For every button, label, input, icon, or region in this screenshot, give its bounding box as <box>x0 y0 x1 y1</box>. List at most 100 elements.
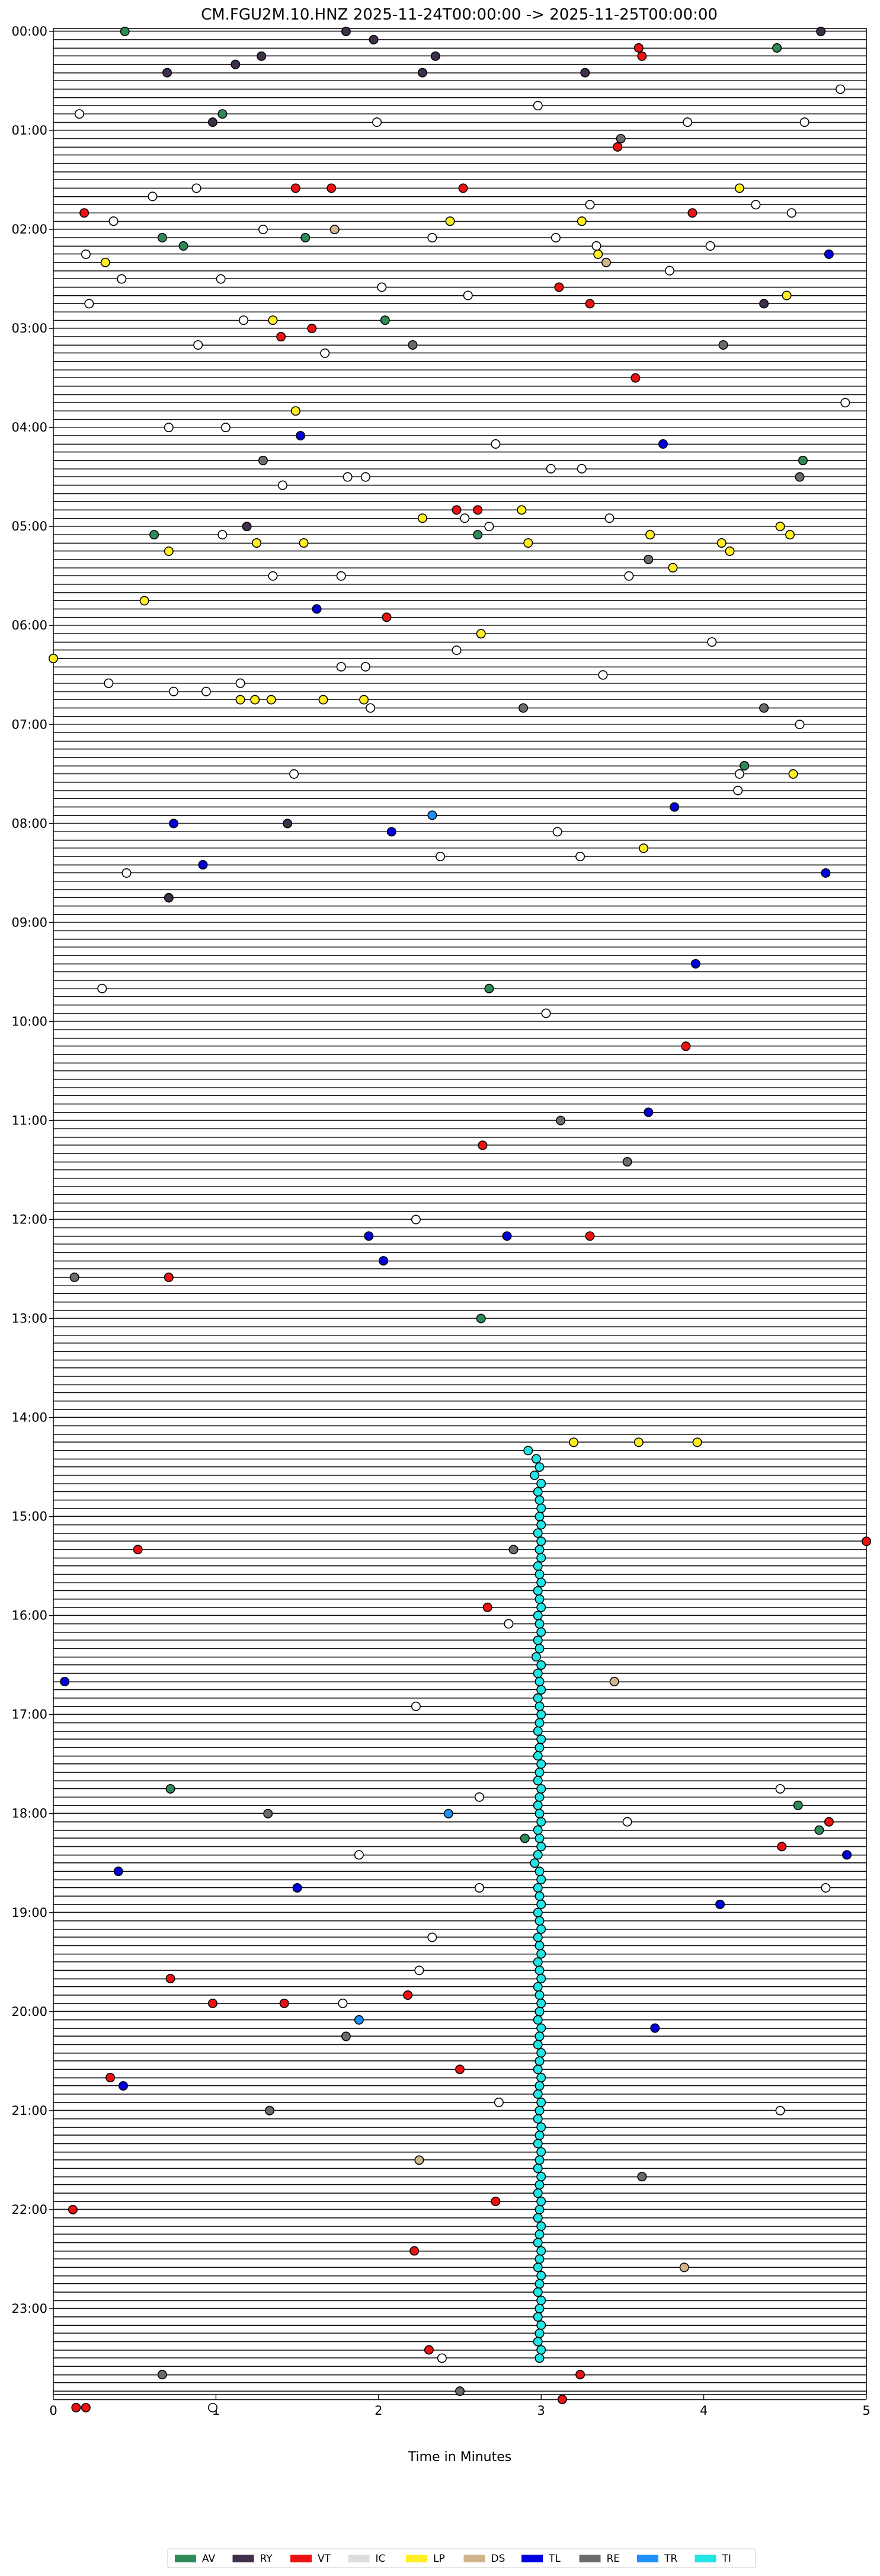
event-marker-ic <box>683 117 693 127</box>
event-marker-lp <box>266 695 276 705</box>
event-marker-ti <box>536 1553 546 1563</box>
event-marker-ti <box>536 1842 546 1852</box>
event-marker-ti <box>536 1685 546 1695</box>
event-marker-ti <box>535 1768 545 1778</box>
event-marker-ds <box>609 1677 619 1687</box>
event-marker-ti <box>535 2006 545 2016</box>
event-marker-ic <box>664 266 674 276</box>
event-marker-ry <box>231 59 241 69</box>
event-marker-re <box>69 1272 79 1282</box>
event-marker-re <box>508 1545 519 1555</box>
y-tick-label: 16:00 <box>11 1609 47 1623</box>
event-marker-lp <box>476 629 486 639</box>
event-marker-ry <box>257 51 267 61</box>
event-marker-ti <box>533 2163 543 2174</box>
event-marker-ti <box>536 1503 546 1513</box>
event-marker-ti <box>535 2031 545 2041</box>
event-marker-ti <box>533 1850 543 1860</box>
event-marker-vt <box>290 183 300 193</box>
y-tick-label: 04:00 <box>11 420 47 434</box>
event-marker-re <box>637 2172 647 2182</box>
event-marker-ic <box>821 1883 831 1893</box>
event-marker-tl <box>113 1867 123 1877</box>
event-marker-ic <box>336 661 346 672</box>
event-marker-ic <box>372 117 382 127</box>
event-marker-re <box>455 2386 465 2396</box>
event-marker-lp <box>49 653 59 663</box>
event-marker-ti <box>533 1726 543 1736</box>
x-tick-label: 4 <box>700 2404 708 2418</box>
event-marker-ti <box>535 1545 545 1555</box>
event-marker-ic <box>74 109 84 119</box>
event-marker-ic <box>734 769 744 779</box>
event-marker-ti <box>533 1751 543 1761</box>
event-marker-ic <box>117 274 127 284</box>
event-marker-lp <box>290 406 300 416</box>
event-marker-ic <box>786 208 796 218</box>
event-marker-lp <box>692 1437 702 1447</box>
event-marker-ti <box>535 1941 545 1951</box>
event-marker-re <box>718 340 728 350</box>
y-tick-label: 15:00 <box>11 1510 47 1524</box>
event-marker-ti <box>535 2279 545 2289</box>
event-marker-ic <box>504 1619 514 1629</box>
event-marker-ic <box>552 827 562 837</box>
y-tick-label: 07:00 <box>11 717 47 731</box>
event-marker-ti <box>533 2262 543 2273</box>
event-marker-ti <box>536 1875 546 1885</box>
event-marker-ic <box>795 720 805 730</box>
event-marker-ti <box>536 1709 546 1720</box>
event-marker-ic <box>366 703 376 713</box>
event-marker-tl <box>60 1677 70 1687</box>
event-marker-vt <box>207 1998 217 2008</box>
event-marker-lp <box>782 290 792 301</box>
event-marker-ti <box>535 1462 545 1472</box>
x-tick-label: 5 <box>862 2404 870 2418</box>
x-axis-label: Time in Minutes <box>408 2450 512 2465</box>
event-marker-re <box>616 133 626 143</box>
event-marker-ic <box>191 183 201 193</box>
event-marker-ic <box>624 571 634 581</box>
event-marker-tl <box>824 249 834 259</box>
event-marker-ti <box>535 1743 545 1753</box>
event-marker-tl <box>292 1883 302 1893</box>
event-marker-ti <box>535 2105 545 2115</box>
event-marker-ti <box>533 1776 543 1786</box>
event-marker-ic <box>97 983 107 993</box>
legend-swatch <box>463 2555 485 2562</box>
event-marker-ry <box>283 819 293 829</box>
y-tick-label: 20:00 <box>11 2005 47 2019</box>
event-marker-vt <box>473 505 483 515</box>
event-marker-ti <box>533 1528 543 1538</box>
event-marker-ic <box>474 1792 484 1802</box>
legend-label: TI <box>722 2553 731 2565</box>
legend: AV RY VT IC LP DS TL RE TR TI <box>167 2548 756 2568</box>
event-marker-ti <box>535 2204 545 2214</box>
event-marker-ti <box>533 2064 543 2075</box>
event-marker-ti <box>536 1478 546 1488</box>
event-marker-ti <box>535 2130 545 2140</box>
event-marker-ti <box>535 1511 545 1522</box>
event-marker-ti <box>533 1883 543 1893</box>
event-marker-ic <box>474 1883 484 1893</box>
event-marker-lp <box>164 546 174 556</box>
event-marker-ti <box>533 2015 543 2025</box>
event-marker-ic <box>121 868 132 878</box>
event-marker-ti <box>533 2089 543 2099</box>
event-marker-vt <box>164 1272 174 1282</box>
event-marker-ic <box>216 274 226 284</box>
event-marker-ti <box>536 1817 546 1827</box>
event-marker-ti <box>530 1471 540 1481</box>
event-marker-lp <box>517 505 527 515</box>
event-marker-ic <box>622 1817 632 1827</box>
event-marker-ti <box>533 1957 543 1967</box>
event-marker-ic <box>733 785 743 795</box>
event-marker-vt <box>327 183 337 193</box>
event-marker-lp <box>250 695 260 705</box>
event-marker-ti <box>530 1858 540 1868</box>
event-marker-ti <box>535 1677 545 1687</box>
event-marker-ti <box>535 2180 545 2190</box>
event-marker-ic <box>268 571 278 581</box>
event-marker-lp <box>359 695 369 705</box>
event-marker-lp <box>417 513 427 523</box>
